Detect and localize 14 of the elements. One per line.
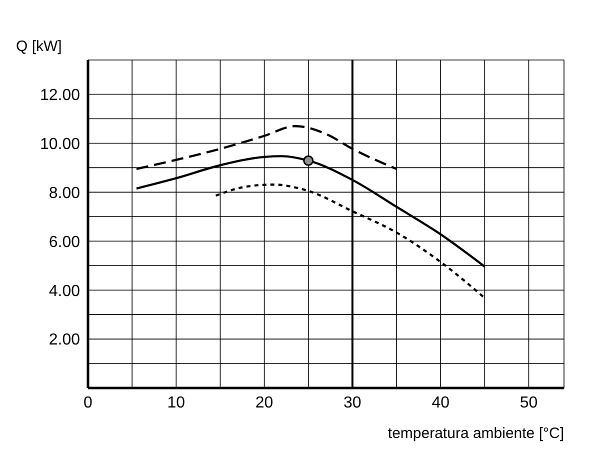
x-tick-label: 0 <box>84 394 93 412</box>
y-axis-title: Q [kW] <box>16 38 62 55</box>
x-tick-label: 40 <box>432 394 450 412</box>
y-tick-label: 8.00 <box>48 184 80 202</box>
x-tick-label: 50 <box>520 394 538 412</box>
x-tick-label: 20 <box>255 394 274 412</box>
x-axis-title: temperatura ambiente [°C] <box>388 425 564 442</box>
y-tick-label: 6.00 <box>48 234 80 251</box>
y-tick-label: 12.00 <box>40 86 80 104</box>
x-tick-label: 10 <box>167 394 186 412</box>
y-tick-label: 2.00 <box>48 332 80 349</box>
x-tick-label: 30 <box>344 394 362 412</box>
y-tick-label: 4.00 <box>48 282 80 300</box>
y-tick-label: 10.00 <box>40 136 80 153</box>
